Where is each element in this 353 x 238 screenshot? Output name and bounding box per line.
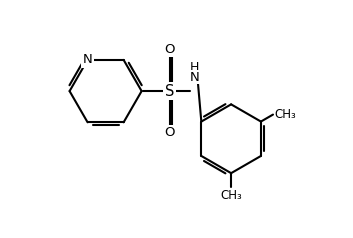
Text: O: O: [164, 43, 175, 56]
Text: CH₃: CH₃: [274, 108, 296, 121]
Text: S: S: [165, 84, 174, 99]
Text: O: O: [164, 126, 175, 139]
Text: N: N: [83, 53, 92, 66]
Text: N: N: [190, 71, 199, 84]
Text: H: H: [190, 61, 199, 74]
Text: CH₃: CH₃: [220, 189, 242, 203]
